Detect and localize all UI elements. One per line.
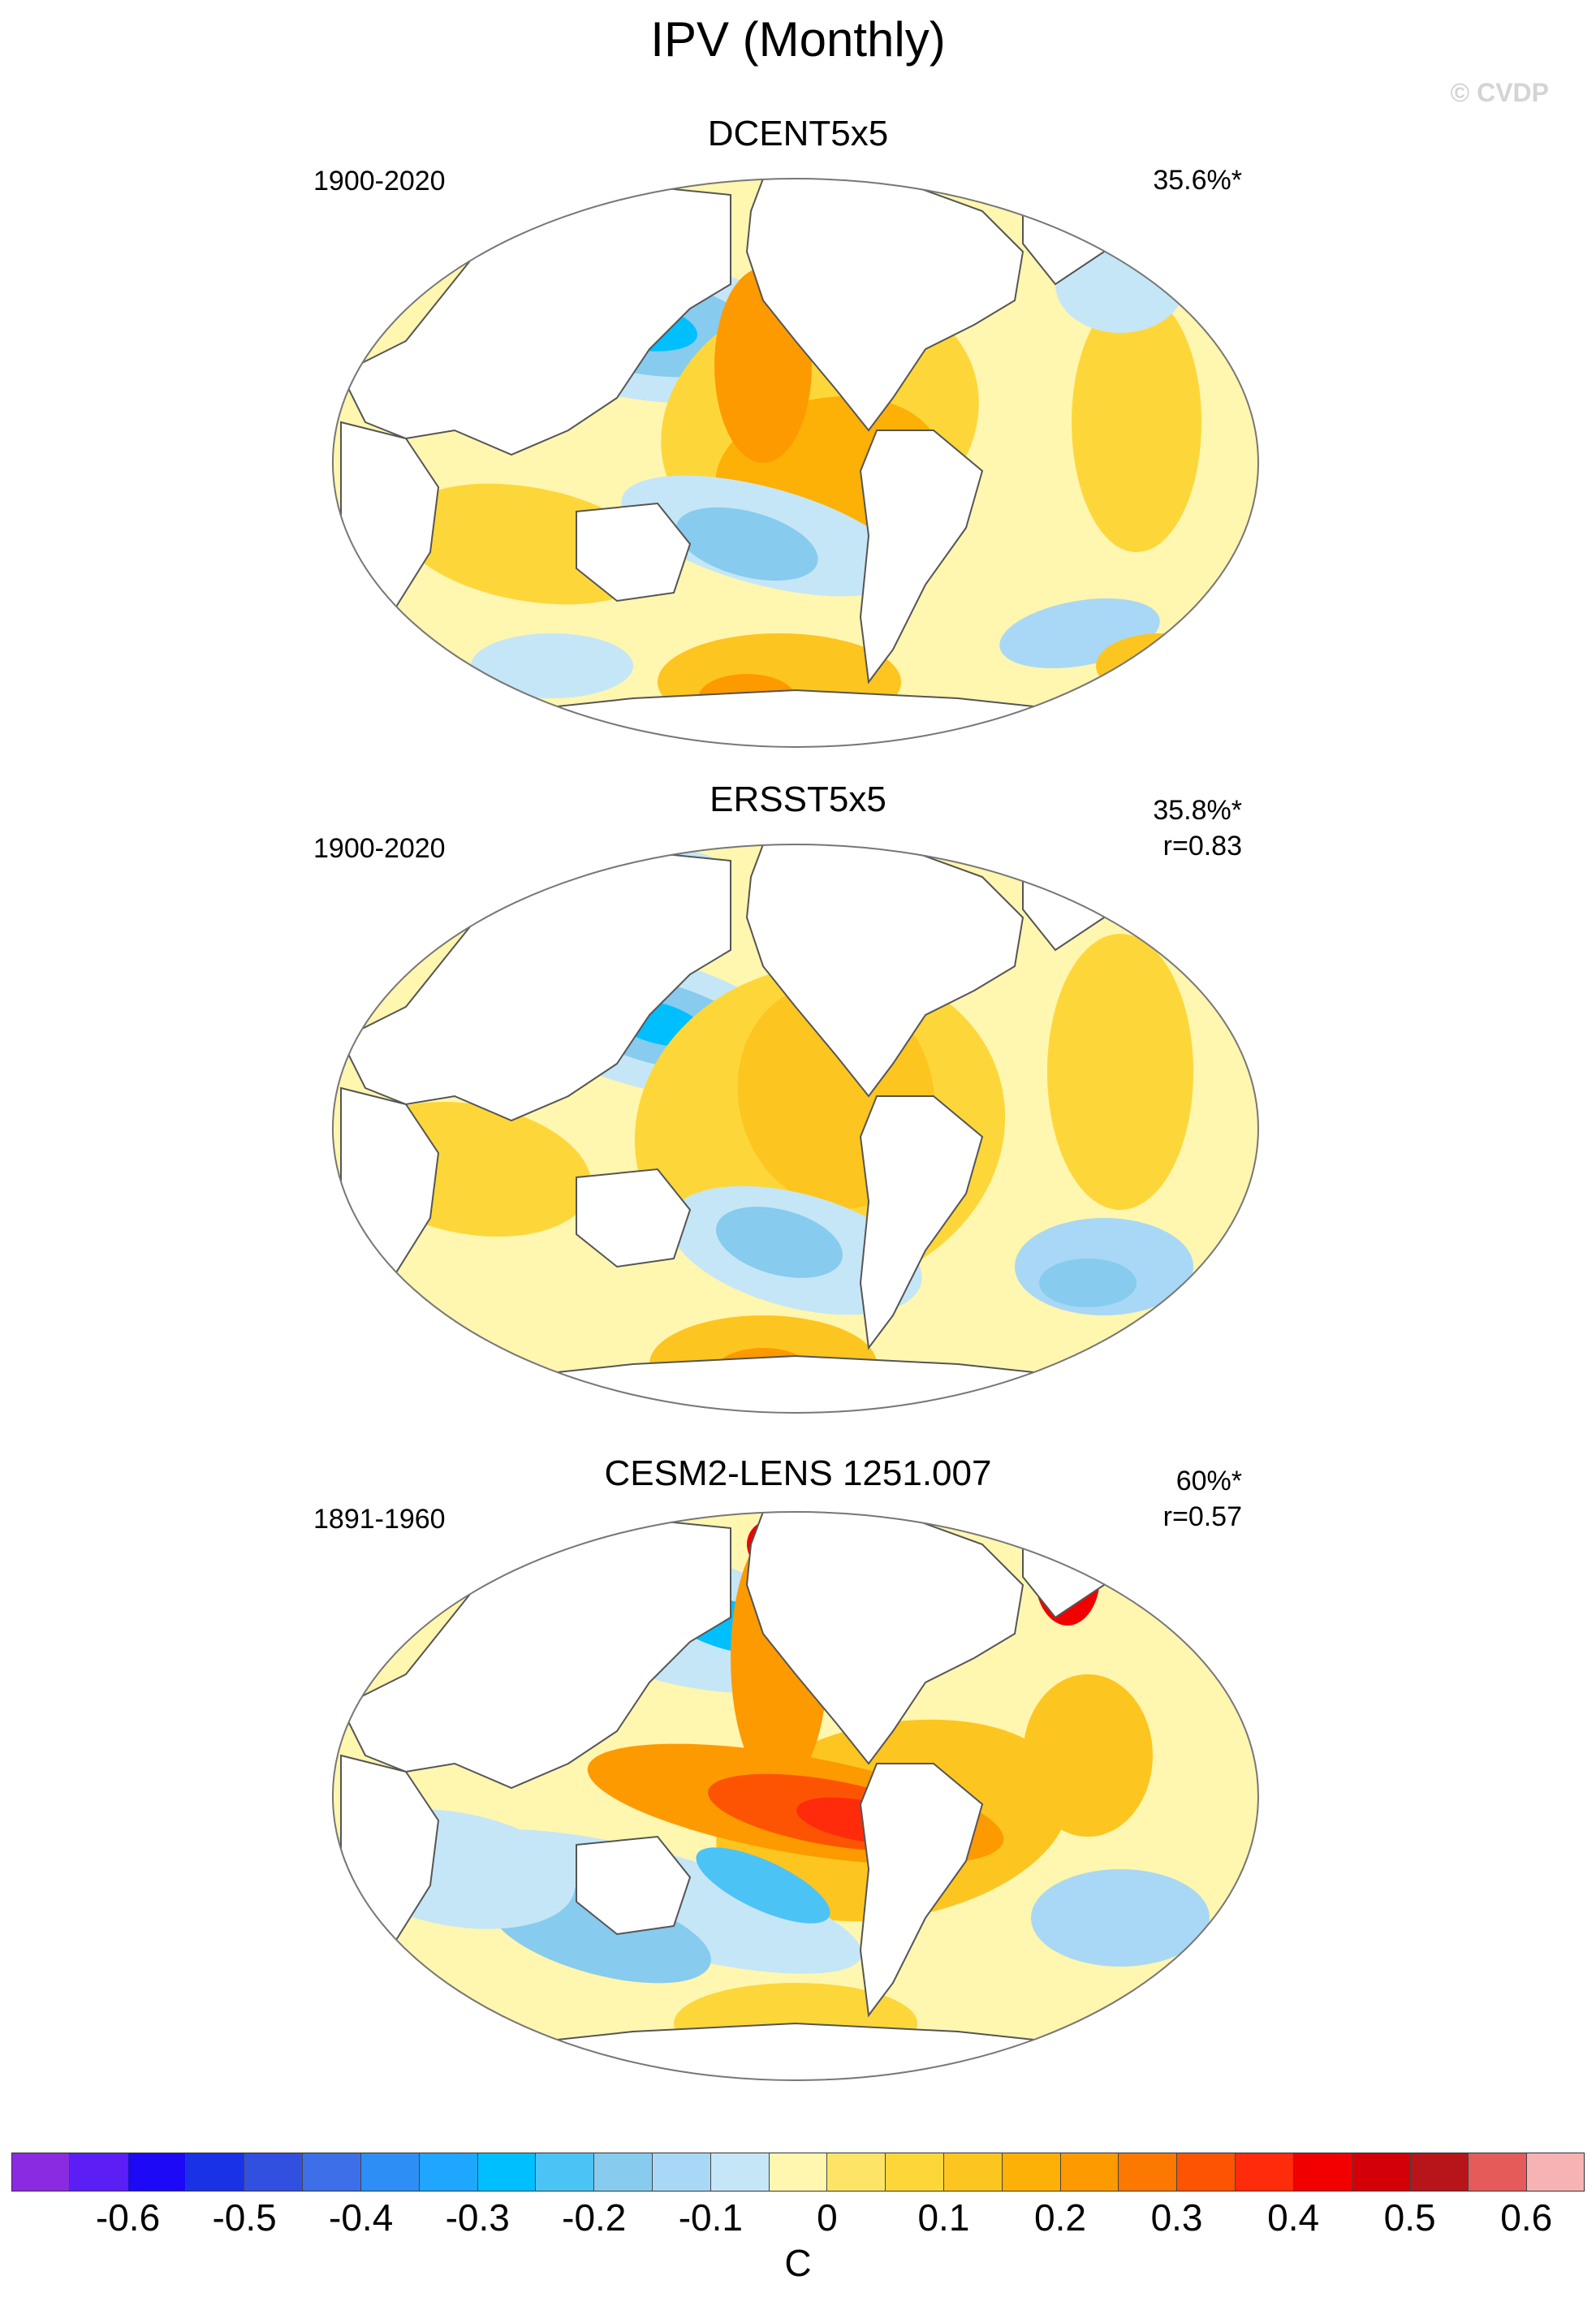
panel-2-period: 1900-2020 — [313, 833, 446, 864]
watermark: © CVDP — [1450, 78, 1549, 107]
colorbar-box — [360, 2153, 420, 2192]
anomaly-contour — [716, 1207, 843, 1278]
colorbar-tick-label: -0.2 — [562, 2196, 627, 2239]
panel-2-correlation: r=0.83 — [1162, 831, 1242, 862]
panel-2-map — [331, 844, 1259, 1414]
colorbar-tick-label: 0.1 — [917, 2196, 970, 2239]
panel-3-correlation: r=0.57 — [1162, 1501, 1242, 1532]
colorbar-box — [827, 2153, 886, 2192]
colorbar-box — [1293, 2153, 1352, 2192]
land-mass — [576, 1168, 692, 1268]
land-mass — [745, 1512, 1024, 1765]
panel-3-variance: 60%* — [1175, 1466, 1242, 1496]
land-mass — [859, 1095, 984, 1350]
colorbar-tick-label: -0.3 — [445, 2196, 510, 2239]
land-mass — [576, 1835, 692, 1936]
colorbar-box — [127, 2153, 187, 2192]
panel-3-stats: 60%* r=0.57 — [999, 1463, 1242, 1535]
land-mass — [745, 179, 1024, 432]
colorbar-box — [419, 2153, 478, 2192]
colorbar-frame — [11, 2153, 1585, 2192]
anomaly-contour — [696, 1847, 830, 1924]
colorbar-tick-label: -0.6 — [95, 2196, 161, 2239]
map-outline — [331, 178, 1259, 748]
land-mass — [745, 844, 1024, 1098]
panel-2-stats: 35.8%* r=0.83 — [999, 792, 1242, 864]
colorbar-box — [1352, 2153, 1411, 2192]
land-mass — [859, 430, 984, 684]
colorbar-tick-label: -0.4 — [329, 2196, 394, 2239]
colorbar-tick-label: -0.5 — [212, 2196, 277, 2239]
colorbar-box — [769, 2153, 828, 2192]
land-mass — [405, 1354, 1186, 1413]
figure-title: IPV (Monthly) — [650, 12, 946, 67]
anomaly-contour — [1072, 292, 1201, 552]
colorbar-box — [186, 2153, 245, 2192]
colorbar-tick-label: -0.1 — [678, 2196, 743, 2239]
colorbar-box — [1527, 2153, 1585, 2192]
colorbar-tick-label: 0.4 — [1267, 2196, 1320, 2239]
colorbar-box — [1177, 2153, 1236, 2192]
anomaly-contour — [675, 507, 818, 581]
panel-3-title: CESM2-LENS 1251.007 — [604, 1453, 992, 1493]
colorbar-box — [536, 2153, 595, 2192]
panel-3-map — [331, 1511, 1259, 2081]
colorbar-box — [1469, 2153, 1528, 2192]
colorbar-box — [11, 2153, 70, 2192]
colorbar-box — [944, 2153, 1003, 2192]
land-mass — [576, 502, 692, 602]
panel-3-period: 1891-1960 — [313, 1504, 446, 1535]
anomaly-contour — [1023, 1674, 1153, 1837]
colorbar-box — [1002, 2153, 1061, 2192]
panel-1-title: DCENT5x5 — [707, 114, 889, 153]
colorbar-box — [710, 2153, 770, 2192]
colorbar-tick-label: 0.5 — [1383, 2196, 1436, 2239]
colorbar-box — [69, 2153, 128, 2192]
land-mass — [405, 2022, 1186, 2080]
panel-1-stats: 35.6%* — [999, 162, 1242, 198]
panel-1-variance: 35.6%* — [1153, 165, 1242, 196]
map-outline — [331, 1511, 1259, 2081]
colorbar-box — [886, 2153, 944, 2192]
colorbar-tick-label: 0.2 — [1034, 2196, 1086, 2239]
panel-2-variance: 35.8%* — [1153, 795, 1242, 826]
colorbar-box — [1060, 2153, 1119, 2192]
colorbar — [11, 2153, 1585, 2192]
anomaly-contour — [471, 633, 633, 698]
colorbar-box — [1236, 2153, 1294, 2192]
colorbar-tick-label: 0 — [817, 2196, 838, 2239]
colorbar-box — [1119, 2153, 1178, 2192]
anomaly-contour — [1031, 1869, 1210, 1967]
panel-1-period: 1900-2020 — [313, 166, 446, 196]
land-mass — [405, 689, 1186, 747]
anomaly-contour — [1047, 934, 1193, 1210]
anomaly-contour — [1096, 633, 1226, 698]
colorbar-box — [1410, 2153, 1469, 2192]
colorbar-tick-label: 0.6 — [1500, 2196, 1553, 2239]
colorbar-unit: C — [784, 2242, 812, 2284]
colorbar-box — [303, 2153, 361, 2192]
colorbar-box — [244, 2153, 304, 2192]
colorbar-box — [477, 2153, 537, 2192]
panel-1-map — [331, 178, 1259, 748]
land-mass — [859, 1763, 984, 2018]
map-outline — [331, 844, 1259, 1414]
colorbar-box — [652, 2153, 711, 2192]
panel-2-title: ERSST5x5 — [710, 779, 886, 819]
anomaly-contour — [1039, 1259, 1137, 1307]
colorbar-tick-label: 0.3 — [1150, 2196, 1203, 2239]
colorbar-box — [594, 2153, 653, 2192]
